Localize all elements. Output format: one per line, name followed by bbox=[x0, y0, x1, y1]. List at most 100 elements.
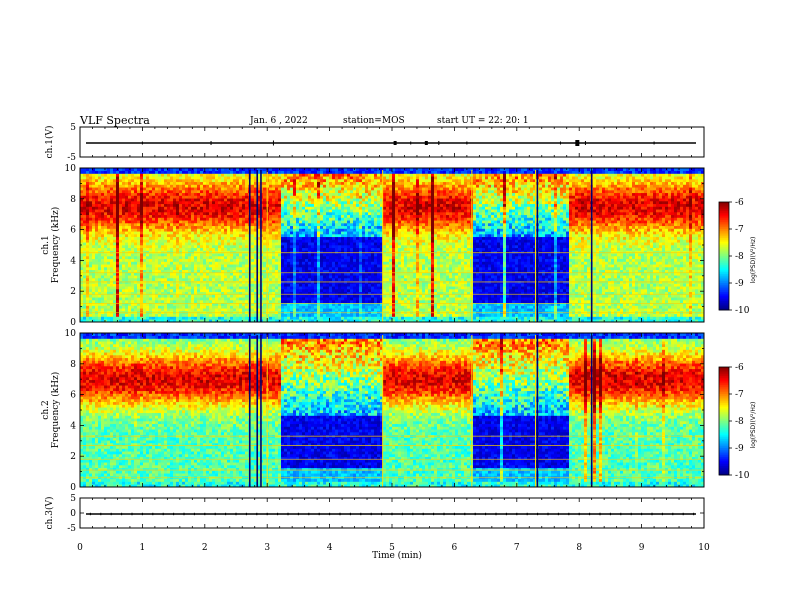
spectrogram-cell bbox=[209, 223, 212, 226]
spectrogram-cell bbox=[185, 226, 188, 229]
spectrogram-cell bbox=[212, 171, 215, 174]
spectrogram-cell bbox=[110, 223, 113, 226]
spectrogram-cell bbox=[98, 229, 101, 232]
spectrogram-cell bbox=[278, 237, 281, 240]
spectrogram-cell bbox=[203, 179, 206, 182]
spectrogram-cell bbox=[89, 204, 92, 207]
spectrogram-cell bbox=[224, 245, 227, 248]
spectrogram-cell bbox=[179, 218, 182, 221]
spectrogram-cell bbox=[176, 253, 179, 256]
spectrogram-cell bbox=[311, 171, 314, 174]
spectrogram-cell bbox=[185, 179, 188, 182]
spectrogram-cell bbox=[281, 187, 284, 190]
spectrogram-cell bbox=[125, 207, 128, 210]
spectrogram-cell bbox=[281, 212, 284, 215]
spectrogram-cell bbox=[89, 234, 92, 237]
spectrogram-cell bbox=[173, 201, 176, 204]
spectrogram-cell bbox=[110, 256, 113, 259]
spectrogram-cell bbox=[263, 234, 266, 237]
spectrogram-cell bbox=[272, 176, 275, 179]
spectrogram-cell bbox=[131, 300, 134, 303]
spectrogram-cell bbox=[146, 306, 149, 309]
spectrogram-cell bbox=[191, 174, 194, 177]
spectrogram-cell bbox=[179, 201, 182, 204]
spectrogram-cell bbox=[122, 284, 125, 287]
spectrogram-cell bbox=[296, 187, 299, 190]
spectrogram-cell bbox=[128, 306, 131, 309]
spectrogram-cell bbox=[263, 245, 266, 248]
spectrogram-cell bbox=[149, 171, 152, 174]
spectrogram-cell bbox=[320, 179, 323, 182]
spectrogram-cell bbox=[272, 212, 275, 215]
spectrogram-cell bbox=[269, 264, 272, 267]
spectrogram-cell bbox=[338, 306, 341, 309]
spectrogram-cell bbox=[227, 226, 230, 229]
spectrogram-cell bbox=[95, 300, 98, 303]
spectrogram-cell bbox=[320, 209, 323, 212]
spectrogram-cell bbox=[125, 267, 128, 270]
spectrogram-cell bbox=[176, 174, 179, 177]
spectrogram-cell bbox=[320, 278, 323, 281]
spectrogram-cell bbox=[149, 201, 152, 204]
spectrogram-cell bbox=[338, 176, 341, 179]
spectrogram-cell bbox=[215, 179, 218, 182]
spectrogram-cell bbox=[281, 201, 284, 204]
spectrogram-cell bbox=[200, 317, 203, 320]
spectrogram-cell bbox=[143, 245, 146, 248]
spectrogram-cell bbox=[149, 245, 152, 248]
spectrogram-cell bbox=[101, 256, 104, 259]
spectrogram-cell bbox=[92, 176, 95, 179]
spectrogram-cell bbox=[155, 256, 158, 259]
spectrogram-cell bbox=[329, 229, 332, 232]
spectrogram-cell bbox=[89, 218, 92, 221]
spectrogram-cell bbox=[173, 314, 176, 317]
spectrogram-cell bbox=[233, 264, 236, 267]
spectrogram-cell bbox=[299, 240, 302, 243]
spectrogram-cell bbox=[323, 286, 326, 289]
spectrogram-cell bbox=[287, 212, 290, 215]
spectrogram-cell bbox=[302, 185, 305, 188]
spectrogram-cell bbox=[83, 176, 86, 179]
spectrogram-cell bbox=[185, 306, 188, 309]
spectrogram-cell bbox=[131, 242, 134, 245]
spectrogram-cell bbox=[152, 308, 155, 311]
spectrogram-cell bbox=[320, 245, 323, 248]
spectrogram-cell bbox=[236, 209, 239, 212]
spectrogram-cell bbox=[224, 231, 227, 234]
spectrogram-cell bbox=[224, 275, 227, 278]
spectrogram-cell bbox=[272, 220, 275, 223]
spectrogram-cell bbox=[278, 286, 281, 289]
spectrogram-cell bbox=[251, 212, 254, 215]
spectrogram-cell bbox=[179, 286, 182, 289]
spectrogram-cell bbox=[314, 171, 317, 174]
spectrogram-cell bbox=[221, 237, 224, 240]
spectrogram-cell bbox=[209, 234, 212, 237]
spectrogram-cell bbox=[305, 231, 308, 234]
spectrogram-cell bbox=[329, 259, 332, 262]
spectrogram-cell bbox=[242, 209, 245, 212]
spectrogram-cell bbox=[194, 209, 197, 212]
spectrogram-cell bbox=[230, 209, 233, 212]
spectrogram-cell bbox=[242, 218, 245, 221]
spectrogram-cell bbox=[299, 187, 302, 190]
spectrogram-cell bbox=[326, 190, 329, 193]
spectrogram-cell bbox=[95, 190, 98, 193]
spectrogram-cell bbox=[233, 179, 236, 182]
spectrogram-cell bbox=[215, 264, 218, 267]
spectrogram-cell bbox=[206, 262, 209, 265]
spectrogram-cell bbox=[209, 207, 212, 210]
spectrogram-cell bbox=[293, 204, 296, 207]
spectrogram-cell bbox=[290, 182, 293, 185]
spectrogram-cell bbox=[122, 256, 125, 259]
spectrogram-cell bbox=[332, 234, 335, 237]
spectrogram-cell bbox=[317, 201, 320, 204]
spectrogram-cell bbox=[206, 201, 209, 204]
spectrogram-cell bbox=[182, 209, 185, 212]
spectrogram-cell bbox=[161, 262, 164, 265]
spectrogram-cell bbox=[311, 174, 314, 177]
spectrogram-cell bbox=[290, 234, 293, 237]
spectrogram-cell bbox=[215, 182, 218, 185]
spectrogram-cell bbox=[245, 223, 248, 226]
spectrogram-cell bbox=[122, 262, 125, 265]
spectrogram-cell bbox=[209, 275, 212, 278]
